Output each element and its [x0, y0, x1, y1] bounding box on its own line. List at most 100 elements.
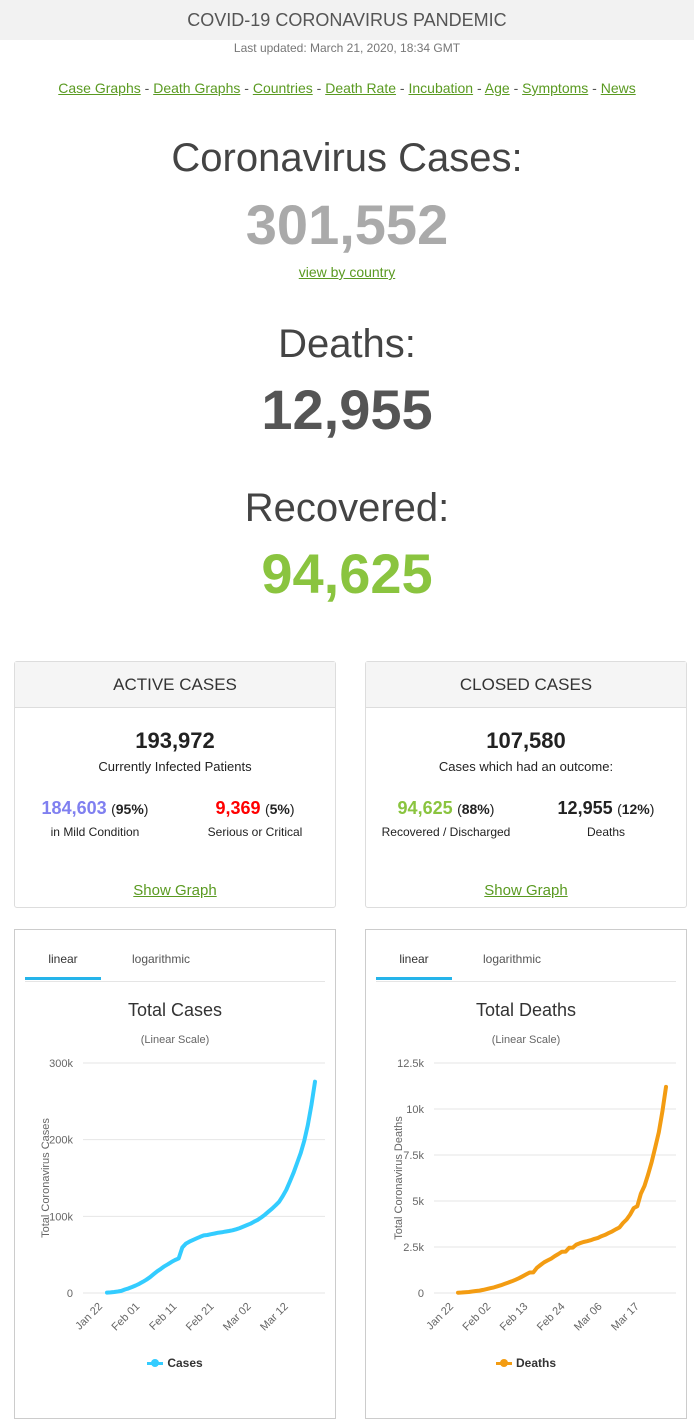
nav-link-countries[interactable]: Countries — [252, 80, 313, 96]
closed-total: 107,580 — [486, 728, 566, 753]
deaths-line-chart: 0 2.5k 5k 7.5k 10k 12.5k Total Coronavirus Dea… — [393, 1058, 676, 1334]
x-tick-label: Mar 06 — [572, 1301, 605, 1334]
cases-label: Coronavirus Cases: — [171, 136, 523, 180]
active-total: 193,972 — [135, 728, 215, 753]
total-cases-chart-box: linear logarithmic Total Cases (Linear S… — [14, 929, 336, 1419]
deaths-legend-swatch — [495, 1359, 512, 1368]
nav-link-death-graphs[interactable]: Death Graphs — [153, 80, 241, 96]
serious-label: Serious or Critical — [207, 825, 303, 839]
deaths-legend[interactable]: Deaths — [366, 1356, 686, 1370]
cases-legend-swatch — [147, 1359, 164, 1368]
recovered-value: 94,625 — [261, 542, 433, 605]
nav-link-symptoms[interactable]: Symptoms — [522, 80, 589, 96]
closed-deaths-value: 12,955 — [557, 798, 613, 818]
x-tick-label: Feb 02 — [461, 1301, 494, 1334]
cases-legend-label: Cases — [167, 1356, 203, 1370]
closed-deaths-label: Deaths — [586, 825, 626, 839]
deaths-chart-title: Total Deaths — [475, 1000, 577, 1020]
cases-legend[interactable]: Cases — [15, 1356, 335, 1370]
x-tick-label: Jan 22 — [424, 1301, 456, 1333]
active-cases-title: ACTIVE CASES — [15, 662, 335, 708]
deaths-chart-tabs: linear logarithmic — [376, 940, 676, 982]
y-axis-title: Total Coronavirus Cases — [40, 1118, 52, 1238]
paren-close: ) — [489, 801, 495, 817]
nav-link-death-rate[interactable]: Death Rate — [325, 80, 397, 96]
paren-close: ) — [143, 801, 149, 817]
paren-open: ( — [264, 801, 270, 817]
y-tick-label: 100k — [49, 1211, 73, 1223]
deaths-label: Deaths: — [278, 322, 416, 366]
page-title-bar: COVID-19 CORONAVIRUS PANDEMIC — [0, 0, 694, 40]
active-show-graph-wrap: Show Graph — [15, 882, 335, 899]
y-tick-label: 0 — [67, 1288, 73, 1300]
mild-percent: 95% — [115, 801, 144, 817]
nav-link-age[interactable]: Age — [484, 80, 510, 96]
x-tick-label: Feb 01 — [110, 1301, 143, 1334]
mild-stat: 184,603 (95%) in Mild Condition — [15, 798, 175, 839]
y-axis-title: Total Coronavirus Deaths — [393, 1116, 405, 1240]
view-by-country-link[interactable]: view by country — [298, 264, 396, 280]
cases-tab-linear[interactable]: linear — [25, 940, 101, 980]
paren-close: ) — [649, 801, 655, 817]
page-title: COVID-19 CORONAVIRUS PANDEMIC — [187, 10, 507, 30]
y-tick-label: 200k — [49, 1135, 73, 1147]
x-tick-label: Feb 24 — [535, 1301, 568, 1334]
deaths-chart-subtitle: (Linear Scale) — [491, 1034, 561, 1046]
active-show-graph-link[interactable]: Show Graph — [133, 882, 217, 899]
y-tick-label: 2.5k — [403, 1242, 424, 1254]
cases-chart-tabs: linear logarithmic — [25, 940, 325, 982]
nav-link-news[interactable]: News — [600, 80, 636, 96]
serious-percent: 5% — [269, 801, 290, 817]
serious-stat: 9,369 (5%) Serious or Critical — [175, 798, 335, 839]
closed-show-graph-link[interactable]: Show Graph — [484, 882, 568, 899]
series-line-deaths[interactable] — [456, 1084, 668, 1295]
x-tick-label: Mar 02 — [221, 1301, 254, 1334]
recovered-stat: 94,625 (88%) Recovered / Discharged — [366, 798, 526, 839]
paren-open: ( — [457, 801, 462, 817]
serious-value: 9,369 — [215, 798, 261, 818]
view-by-country-wrap: view by country — [0, 264, 694, 280]
y-tick-label: 7.5k — [403, 1150, 424, 1162]
x-tick-label: Mar 12 — [258, 1301, 291, 1334]
cases-tab-logarithmic[interactable]: logarithmic — [131, 952, 191, 966]
x-tick-label: Jan 22 — [73, 1301, 105, 1333]
closed-cases-panel: CLOSED CASES 107,580 Cases which had an … — [365, 661, 687, 908]
active-total-label: Currently Infected Patients — [98, 759, 252, 774]
deaths-tab-linear[interactable]: linear — [376, 940, 452, 980]
cases-chart-title: Total Cases — [127, 1000, 223, 1020]
mild-label: in Mild Condition — [50, 825, 140, 839]
closed-show-graph-wrap: Show Graph — [366, 882, 686, 899]
paren-open: ( — [617, 801, 622, 817]
closed-recovered-percent: 88% — [461, 801, 490, 817]
cases-value: 301,552 — [245, 193, 449, 256]
closed-deaths-stat: 12,955 (12%) Deaths — [526, 798, 686, 839]
series-line-cases[interactable] — [105, 1079, 317, 1295]
closed-recovered-label: Recovered / Discharged — [381, 825, 511, 839]
closed-total-label: Cases which had an outcome: — [438, 759, 614, 774]
y-tick-label: 12.5k — [397, 1058, 424, 1070]
y-tick-label: 10k — [406, 1104, 424, 1116]
closed-deaths-percent: 12% — [621, 801, 650, 817]
paren-close: ) — [289, 801, 295, 817]
deaths-tab-logarithmic[interactable]: logarithmic — [482, 952, 542, 966]
closed-cases-title: CLOSED CASES — [366, 662, 686, 708]
active-cases-panel: ACTIVE CASES 193,972 Currently Infected … — [14, 661, 336, 908]
recovered-label: Recovered: — [244, 486, 450, 530]
total-deaths-chart-box: linear logarithmic Total Deaths (Linear … — [365, 929, 687, 1419]
deaths-value: 12,955 — [261, 378, 433, 441]
y-tick-label: 300k — [49, 1058, 73, 1070]
x-tick-label: Feb 13 — [498, 1301, 531, 1334]
cases-chart-subtitle: (Linear Scale) — [140, 1034, 210, 1046]
y-tick-label: 5k — [412, 1196, 424, 1208]
nav-link-case-graphs[interactable]: Case Graphs — [58, 80, 141, 96]
closed-recovered-value: 94,625 — [397, 798, 453, 818]
x-tick-label: Feb 21 — [184, 1301, 217, 1334]
last-updated: Last updated: March 21, 2020, 18:34 GMT — [233, 41, 461, 55]
mild-value: 184,603 — [41, 798, 107, 818]
paren-open: ( — [111, 801, 116, 817]
nav-links: Case Graphs - Death Graphs - Countries -… — [58, 80, 636, 96]
x-tick-label: Mar 17 — [609, 1301, 642, 1334]
nav-link-incubation[interactable]: Incubation — [408, 80, 474, 96]
cases-line-chart: 0 100k 200k 300k Total Coronavirus Cases Jan … — [40, 1058, 325, 1334]
y-tick-label: 0 — [418, 1288, 424, 1300]
